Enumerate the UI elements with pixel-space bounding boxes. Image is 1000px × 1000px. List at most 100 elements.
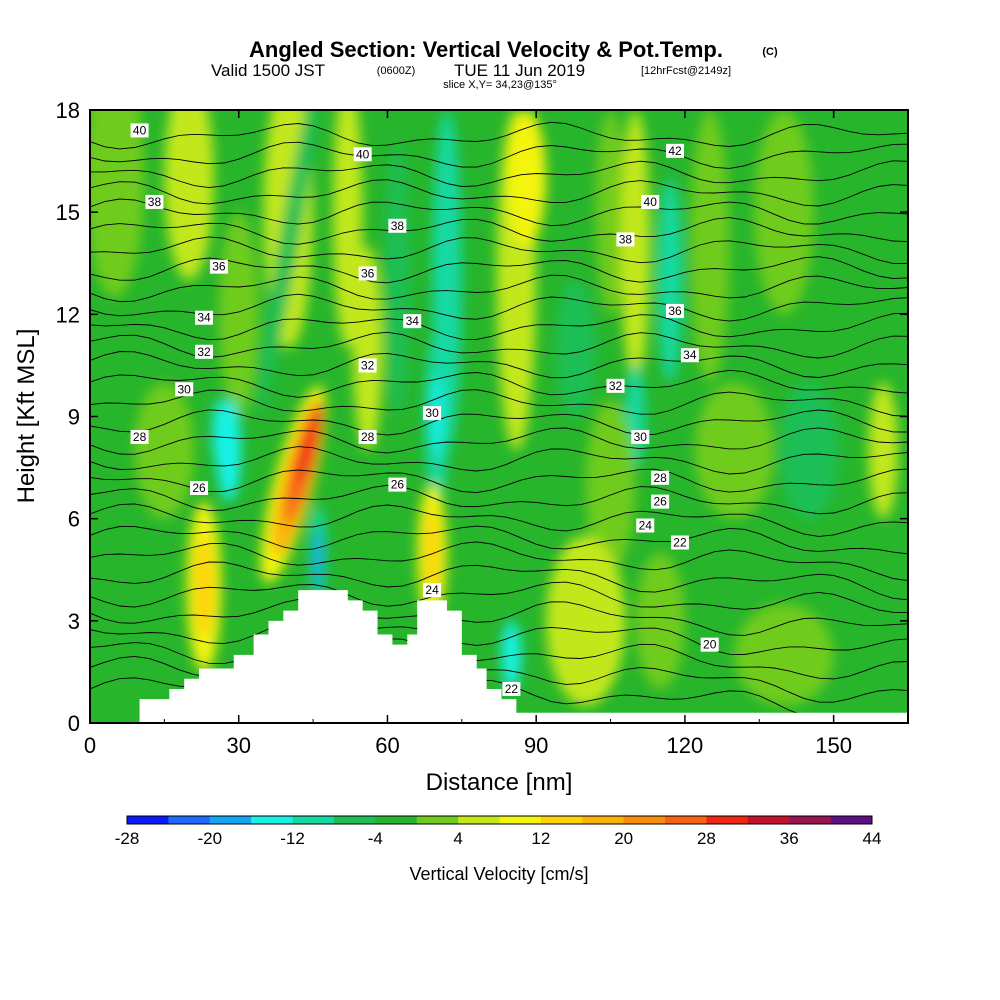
colorbar-swatch [209,816,252,824]
isentrope-label-text: 36 [361,266,375,280]
isentrope-label: 26 [190,481,209,496]
isentrope-label-text: 30 [425,406,439,420]
velocity-patch [734,603,834,706]
colorbar-tick-label: 20 [614,829,633,848]
velocity-patch [109,518,170,655]
isentrope-label: 22 [502,681,521,696]
colorbar-swatch [458,816,500,824]
colorbar-frame [126,815,873,825]
isentrope-line [90,503,908,537]
isentrope-label-bg [665,303,684,318]
isentrope-label: 26 [651,494,670,509]
isentrope-label-bg [195,310,214,325]
isentrope-label-bg [423,583,442,598]
isentrope-label-bg [209,259,228,274]
velocity-patch [194,535,214,638]
isentrope-label-bg [502,681,521,696]
velocity-patch [779,382,839,519]
isentrope-label: 36 [358,266,377,281]
isentrope-label-bg [130,123,149,138]
velocity-patch [635,552,685,689]
colorbar-swatch [582,816,625,824]
velocity-patch [868,382,899,519]
valid-date: TUE 11 Jun 2019 [454,61,585,80]
isentrope-label-text: 36 [668,304,682,318]
isentrope-label-bg [175,382,194,397]
colorbar-tick-label: 12 [531,829,550,848]
velocity-patch [332,110,363,349]
isentrope-label: 40 [641,194,660,209]
isentrope-label-text: 32 [197,345,211,359]
colorbar-swatch [540,816,583,824]
isentrope-label-bg [631,429,650,444]
isentrope-label-text: 38 [391,219,405,233]
colorbar-swatch [251,816,294,824]
isentrope-line [90,160,908,189]
isentrope-line [90,293,908,322]
isentrope-label-text: 40 [644,195,658,209]
velocity-patch [657,178,683,383]
colorbar-tick-label: 44 [863,829,882,848]
isentrope-label: 30 [631,429,650,444]
colorbar-tick-label: -4 [368,829,383,848]
isentrope-label-text: 42 [668,144,682,158]
valid-prefix: Valid 1500 JST [211,61,325,80]
isentrope-label: 28 [358,429,377,444]
isentrope-line [90,620,908,655]
isentrope-label: 32 [358,358,377,373]
velocity-patch [218,212,259,417]
isentrope-label-bg [145,194,164,209]
isentrope-label-bg [651,494,670,509]
isentrope-line [90,121,908,150]
velocity-patch [694,382,775,519]
isentrope-label-text: 30 [178,382,192,396]
isentrope-label-text: 28 [653,471,667,485]
chart-title: Angled Section: Vertical Velocity & Pot.… [249,37,723,62]
colorbar-swatch [168,816,211,824]
isentrope-label-bg [606,378,625,393]
isentrope-label-text: 40 [356,147,370,161]
velocity-patch [90,110,145,298]
x-tick-label: 30 [226,733,250,758]
colorbar-tick-label: 36 [780,829,799,848]
velocity-patch [212,399,226,468]
isentrope-label: 30 [175,382,194,397]
isentrope-label-bg [636,518,655,533]
colorbar-swatch [416,816,459,824]
velocity-field [90,110,899,706]
colorbar-label: Vertical Velocity [cm/s] [409,864,588,884]
isentrope-line [90,217,908,245]
velocity-patch [546,535,626,706]
colorbar-swatch [706,816,749,824]
y-tick-label: 18 [56,98,80,123]
colorbar-swatch [499,816,542,824]
isentrope-label-text: 26 [653,495,667,509]
isentrope-label-text: 36 [212,260,226,274]
isentrope-label-text: 22 [505,682,519,696]
plot-area: 4038363432302826403836343230282624224240… [90,110,908,723]
isentrope-label-text: 28 [133,430,147,444]
isentrope-line [90,484,908,515]
y-tick-label: 0 [68,711,80,736]
colorbar-swatch [127,816,169,824]
isentrope-label-bg [670,535,689,550]
isentrope-label: 34 [195,310,214,325]
isentrope-line [90,141,908,169]
isentrope-label-text: 38 [148,195,162,209]
isentrope-label-bg [403,314,422,329]
isentrope-line [90,369,908,398]
isentrope-label: 40 [353,147,372,162]
velocity-patch [556,280,596,417]
isentrope-label: 34 [680,348,699,363]
isentrope-label: 38 [145,194,164,209]
isentrope-label-bg [680,348,699,363]
isentrope-label: 30 [423,406,442,421]
isentrope-label-text: 30 [634,430,648,444]
isentrope-line [90,274,908,303]
isentrope-line [90,541,908,582]
isentrope-label: 38 [388,218,407,233]
isentrope-label: 32 [606,378,625,393]
velocity-patch [352,246,383,451]
isentrope-line [90,427,908,455]
isentrope-labels: 4038363432302826403836343230282624224240… [130,123,719,696]
